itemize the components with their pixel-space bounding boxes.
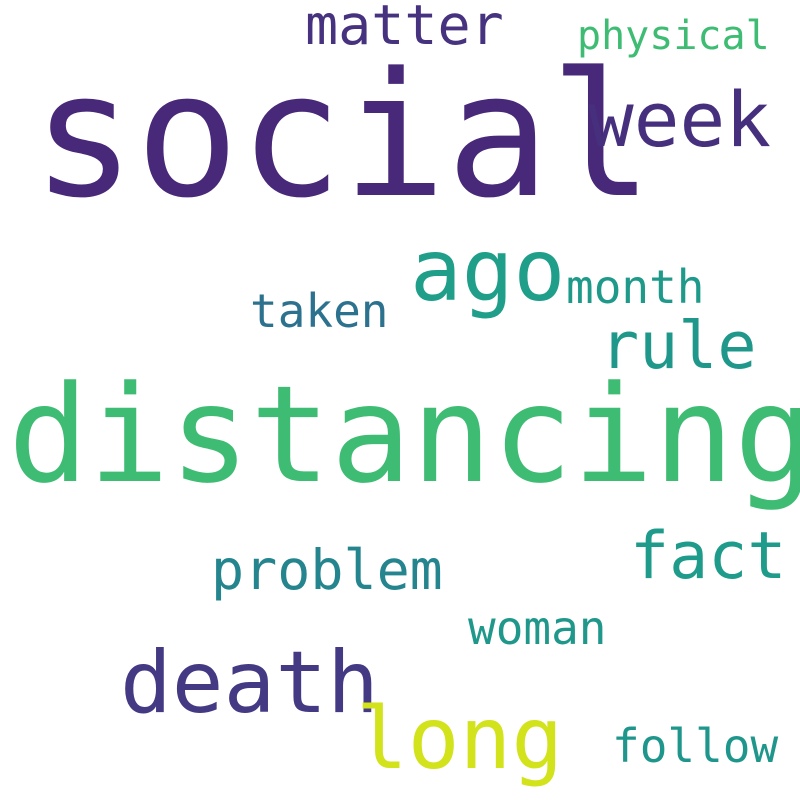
word-death: death (120, 633, 379, 733)
word-fact: fact (630, 519, 787, 594)
word-problem: problem (211, 538, 443, 602)
word-matter: matter (305, 0, 504, 57)
word-physical: physical (577, 13, 770, 59)
word-taken: taken (250, 284, 389, 338)
word-woman: woman (468, 601, 607, 655)
word-distancing: distancing (8, 357, 800, 513)
word-follow: follow (612, 719, 779, 773)
word-social: social (32, 35, 654, 236)
word-ago: ago (410, 221, 566, 321)
word-rule: rule (600, 309, 757, 384)
word-month: month (566, 260, 705, 314)
word-week: week (588, 75, 772, 164)
word-long: long (356, 689, 564, 789)
